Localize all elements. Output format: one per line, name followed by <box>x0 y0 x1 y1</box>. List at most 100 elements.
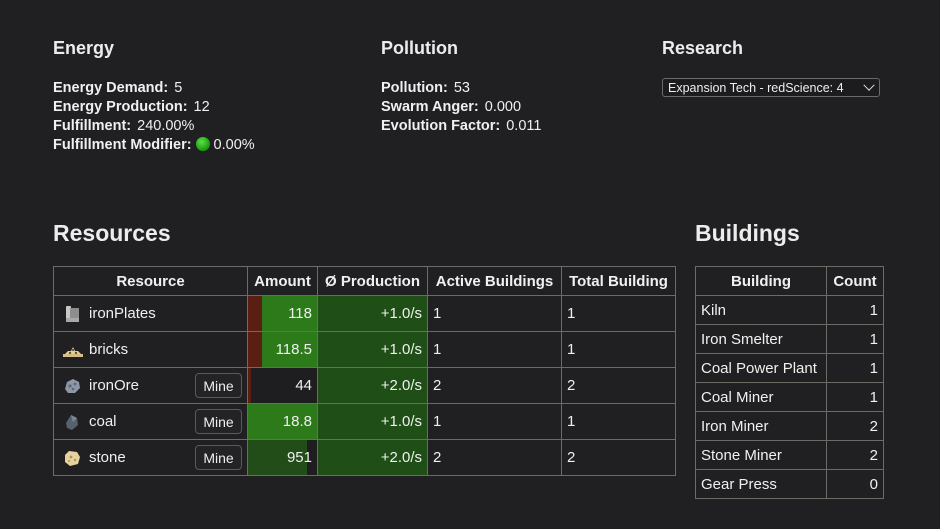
fulfillment: Fulfillment: 240.00% <box>53 117 255 136</box>
table-row: coal Mine 18.8 +1.0/s 1 1 <box>53 403 676 440</box>
table-row: stone Mine 951 +2.0/s 2 2 <box>53 439 676 476</box>
stat-value: 53 <box>453 80 470 96</box>
buildings-table: Building Count Kiln 1 Iron Smelter 1 Coal … <box>695 266 884 499</box>
amount-value: 118.5 <box>275 341 312 358</box>
production-cell: +2.0/s <box>317 367 428 404</box>
total-building-cell: 2 <box>561 439 676 476</box>
research-selected-value: Expansion Tech - redScience: 4 <box>668 80 844 95</box>
stat-label: Fulfillment: <box>53 118 132 134</box>
building-name: Iron Smelter <box>695 324 827 354</box>
mine-coal-button[interactable]: Mine <box>195 409 242 434</box>
total-building-cell: 1 <box>561 295 676 332</box>
table-row: Stone Miner 2 <box>695 440 884 470</box>
building-count: 1 <box>826 295 884 325</box>
stat-label: Swarm Anger: <box>381 99 479 115</box>
total-building-cell: 1 <box>561 403 676 440</box>
building-name: Iron Miner <box>695 411 827 441</box>
table-header-row: Resource Amount Ø Production Active Buil… <box>53 266 676 296</box>
amount-value: 951 <box>286 449 312 466</box>
resources-table: Resource Amount Ø Production Active Buil… <box>53 266 676 476</box>
total-building-cell: 1 <box>561 331 676 368</box>
amount-cell: 44 <box>247 367 318 404</box>
stat-value: 12 <box>193 99 210 115</box>
production-cell: +1.0/s <box>317 295 428 332</box>
resource-name: bricks <box>89 341 129 358</box>
chevron-down-icon <box>863 79 875 91</box>
research-title: Research <box>662 38 744 58</box>
resource-cell: ironOre Mine <box>53 367 248 404</box>
total-building-cell: 2 <box>561 367 676 404</box>
building-count: 1 <box>826 382 884 412</box>
resource-name: coal <box>89 413 117 430</box>
swarm-anger: Swarm Anger: 0.000 <box>381 98 541 117</box>
iron-ore-icon <box>62 376 82 396</box>
resource-cell: stone Mine <box>53 439 248 476</box>
stat-label: Energy Production: <box>53 99 188 115</box>
building-count: 2 <box>826 411 884 441</box>
resource-cell: coal Mine <box>53 403 248 440</box>
resource-name: stone <box>89 449 126 466</box>
stat-label: Energy Demand: <box>53 80 169 96</box>
mine-stone-button[interactable]: Mine <box>195 445 242 470</box>
active-buildings-cell: 2 <box>427 439 562 476</box>
building-count: 0 <box>826 469 884 499</box>
col-building: Building <box>695 266 827 296</box>
resource-cell: ironPlates <box>53 295 248 332</box>
table-row: Iron Miner 2 <box>695 411 884 441</box>
stone-icon <box>62 448 82 468</box>
stat-label: Evolution Factor: <box>381 118 501 134</box>
energy-demand: Energy Demand: 5 <box>53 79 255 98</box>
table-row: Kiln 1 <box>695 295 884 325</box>
col-amount: Amount <box>247 266 318 296</box>
table-row: Iron Smelter 1 <box>695 324 884 354</box>
col-total-building: Total Building <box>561 266 676 296</box>
evolution-factor: Evolution Factor: 0.011 <box>381 117 541 136</box>
energy-panel: Energy Energy Demand: 5 Energy Production… <box>53 38 255 155</box>
resource-cell: bricks <box>53 331 248 368</box>
active-buildings-cell: 1 <box>427 403 562 440</box>
table-row: Coal Miner 1 <box>695 382 884 412</box>
production-cell: +1.0/s <box>317 331 428 368</box>
stat-value: 240.00% <box>137 118 195 134</box>
research-select[interactable]: Expansion Tech - redScience: 4 <box>662 78 880 97</box>
col-count: Count <box>826 266 884 296</box>
energy-title: Energy <box>53 38 115 58</box>
mine-iron-ore-button[interactable]: Mine <box>195 373 242 398</box>
building-name: Stone Miner <box>695 440 827 470</box>
resource-name: ironPlates <box>89 305 156 322</box>
building-name: Coal Miner <box>695 382 827 412</box>
table-row: ironPlates 118 +1.0/s 1 1 <box>53 295 676 332</box>
green-status-icon <box>195 137 210 151</box>
col-active-buildings: Active Buildings <box>427 266 562 296</box>
stat-label: Pollution: <box>381 80 448 96</box>
amount-value: 44 <box>295 377 312 394</box>
research-panel: Research Expansion Tech - redScience: 4 <box>662 38 880 97</box>
pollution-title: Pollution <box>381 38 458 58</box>
stat-value: 0.000 <box>484 99 522 115</box>
stat-value: 0.00% <box>213 137 255 153</box>
table-row: bricks 118.5 +1.0/s 1 1 <box>53 331 676 368</box>
table-row: ironOre Mine 44 +2.0/s 2 2 <box>53 367 676 404</box>
iron-plate-icon <box>62 304 82 324</box>
table-row: Gear Press 0 <box>695 469 884 499</box>
amount-cell: 951 <box>247 439 318 476</box>
stat-label: Fulfillment Modifier: <box>53 137 192 153</box>
active-buildings-cell: 1 <box>427 295 562 332</box>
col-production: Ø Production <box>317 266 428 296</box>
amount-cell: 18.8 <box>247 403 318 440</box>
amount-value: 118 <box>288 305 312 322</box>
amount-value: 18.8 <box>282 413 312 430</box>
col-resource: Resource <box>53 266 248 296</box>
buildings-title: Buildings <box>695 220 800 246</box>
table-header-row: Building Count <box>695 266 884 296</box>
building-name: Kiln <box>695 295 827 325</box>
production-cell: +1.0/s <box>317 403 428 440</box>
resource-name: ironOre <box>89 377 140 394</box>
amount-cell: 118 <box>247 295 318 332</box>
active-buildings-cell: 1 <box>427 331 562 368</box>
pollution-panel: Pollution Pollution: 53 Swarm Anger: 0.000… <box>381 38 541 136</box>
fulfillment-modifier: Fulfillment Modifier: 0.00% <box>53 136 255 155</box>
amount-cell: 118.5 <box>247 331 318 368</box>
building-count: 1 <box>826 353 884 383</box>
active-buildings-cell: 2 <box>427 367 562 404</box>
